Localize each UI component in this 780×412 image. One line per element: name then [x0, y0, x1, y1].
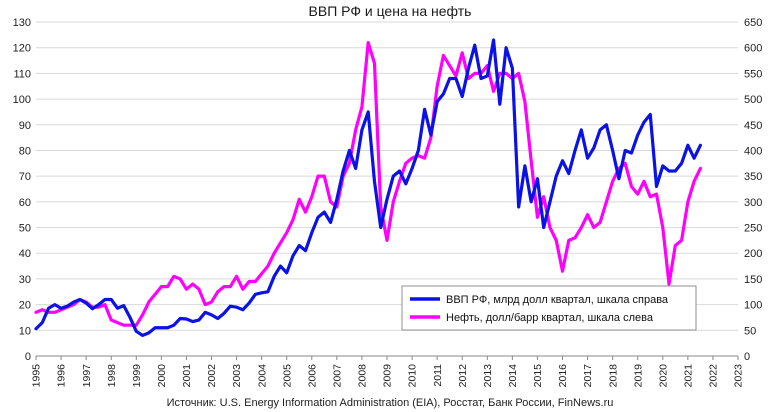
- y-left-tick-label: 70: [19, 171, 31, 183]
- y-right-tick-label: 350: [744, 171, 762, 183]
- y-right-tick-label: 500: [744, 94, 762, 106]
- x-tick-label: 2009: [382, 364, 394, 388]
- left-axis: 0 10 20 30 40 50 60 70 80 90 100 110 120 130: [13, 17, 31, 363]
- y-right-tick-label: 550: [744, 68, 762, 80]
- x-tick-label: 1999: [131, 364, 143, 388]
- y-left-tick-label: 120: [13, 43, 31, 55]
- y-right-tick-label: 150: [744, 274, 762, 286]
- x-tick-label: 2000: [156, 364, 168, 388]
- y-right-tick-label: 200: [744, 248, 762, 260]
- series-line-oil: [34, 40, 702, 327]
- x-tick-label: 2018: [607, 364, 619, 388]
- x-tick-label: 2003: [231, 364, 243, 388]
- x-tick-label: 2015: [532, 364, 544, 388]
- x-tick-label: 2006: [306, 364, 318, 388]
- y-left-tick-label: 20: [19, 300, 31, 312]
- legend-label-oil: Нефть, долл/барр квартал, шкала слева: [446, 312, 654, 324]
- y-right-tick-label: 400: [744, 145, 762, 157]
- y-left-tick-label: 80: [19, 145, 31, 157]
- x-tick-label: 2010: [407, 364, 419, 388]
- chart-title: ВВП РФ и цена на нефть: [309, 3, 472, 19]
- x-tick-label: 2002: [206, 364, 218, 388]
- source-note: Источник: U.S. Energy Information Admini…: [167, 397, 614, 409]
- x-tick-label: 2019: [632, 364, 644, 388]
- x-tick-label: 2016: [557, 364, 569, 388]
- y-right-tick-label: 300: [744, 197, 762, 209]
- x-axis: 1995 1996 1997 1998 1999 2000 2001 2002 2003 2004…: [31, 355, 745, 388]
- y-right-tick-label: 50: [744, 325, 756, 337]
- x-tick-label: 2017: [582, 364, 594, 388]
- x-tick-label: 2014: [507, 364, 519, 388]
- y-left-tick-label: 30: [19, 274, 31, 286]
- y-left-tick-label: 90: [19, 120, 31, 132]
- y-right-tick-label: 650: [744, 17, 762, 29]
- x-tick-label: 1995: [31, 364, 43, 388]
- x-tick-label: 2023: [733, 364, 745, 388]
- right-axis: 0 50 100 150 200 250 300 350 400 450 500 550 600 650: [744, 17, 762, 363]
- y-left-tick-label: 60: [19, 197, 31, 209]
- y-left-tick-label: 110: [13, 68, 31, 80]
- series-lines: [34, 38, 702, 338]
- x-tick-label: 2005: [281, 364, 293, 388]
- y-left-tick-label: 100: [13, 94, 31, 106]
- y-right-tick-label: 0: [744, 351, 750, 363]
- x-tick-label: 2021: [683, 364, 695, 388]
- y-left-tick-label: 130: [13, 17, 31, 29]
- legend-label-gdp: ВВП РФ, млрд долл квартал, шкала справа: [446, 294, 669, 306]
- x-tick-label: 2020: [657, 364, 669, 388]
- x-tick-label: 2004: [256, 364, 268, 388]
- y-right-tick-label: 100: [744, 300, 762, 312]
- x-tick-label: 1998: [106, 364, 118, 388]
- y-right-tick-label: 450: [744, 120, 762, 132]
- y-left-tick-label: 40: [19, 248, 31, 260]
- x-tick-label: 1996: [56, 364, 68, 388]
- legend-box: [401, 285, 697, 331]
- grid: [36, 21, 738, 357]
- y-right-tick-label: 600: [744, 43, 762, 55]
- y-left-tick-label: 50: [19, 223, 31, 235]
- legend: ВВП РФ, млрд долл квартал, шкала справа …: [401, 285, 697, 331]
- x-tick-label: 2012: [457, 364, 469, 388]
- x-tick-label: 2011: [432, 364, 444, 387]
- y-left-tick-label: 10: [19, 325, 31, 337]
- x-tick-label: 2008: [357, 364, 369, 388]
- x-tick-label: 2022: [708, 364, 720, 388]
- y-right-tick-label: 250: [744, 223, 762, 235]
- x-tick-label: 2007: [332, 364, 344, 388]
- series-line-gdp: [34, 38, 702, 338]
- y-left-tick-label: 0: [25, 351, 31, 363]
- x-tick-label: 2013: [482, 364, 494, 388]
- x-tick-label: 1997: [81, 364, 93, 388]
- x-tick-label: 2001: [181, 364, 193, 388]
